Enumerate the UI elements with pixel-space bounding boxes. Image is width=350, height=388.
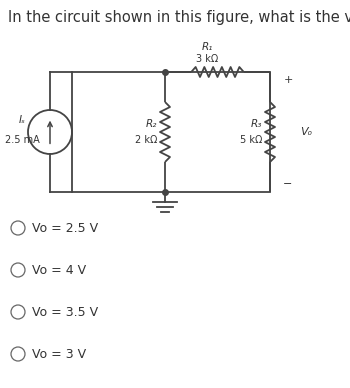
Text: Vₒ: Vₒ bbox=[300, 127, 312, 137]
Bar bbox=[72, 72, 270, 192]
Text: Vo = 4 V: Vo = 4 V bbox=[32, 263, 86, 277]
Text: 2.5 mA: 2.5 mA bbox=[5, 135, 39, 145]
Text: In the circuit shown in this figure, what is the voltage Vₒ?: In the circuit shown in this figure, wha… bbox=[8, 10, 350, 25]
Text: Vo = 2.5 V: Vo = 2.5 V bbox=[32, 222, 98, 234]
Text: 3 kΩ: 3 kΩ bbox=[196, 54, 219, 64]
Text: Iₛ: Iₛ bbox=[19, 115, 26, 125]
Text: 2 kΩ: 2 kΩ bbox=[135, 135, 157, 145]
Text: R₁: R₁ bbox=[202, 42, 213, 52]
Text: 5 kΩ: 5 kΩ bbox=[240, 135, 262, 145]
Text: −: − bbox=[283, 179, 293, 189]
Text: +: + bbox=[283, 75, 293, 85]
Text: Vo = 3 V: Vo = 3 V bbox=[32, 348, 86, 360]
Text: R₂: R₂ bbox=[146, 119, 157, 129]
Text: R₃: R₃ bbox=[251, 119, 262, 129]
Text: Vo = 3.5 V: Vo = 3.5 V bbox=[32, 305, 98, 319]
